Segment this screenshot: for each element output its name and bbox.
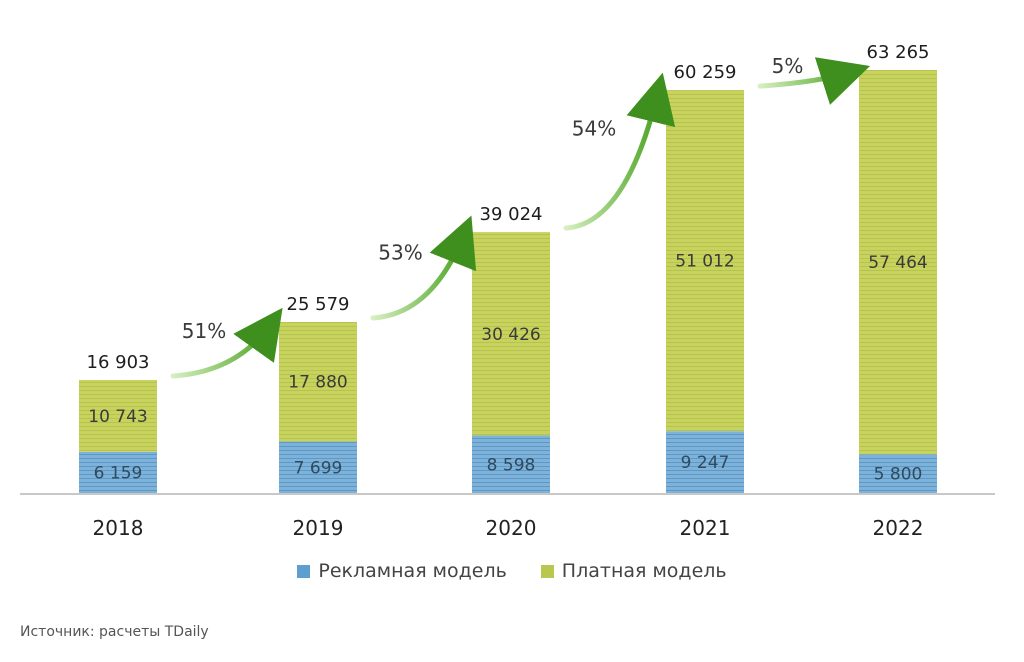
growth-label-4: 5%	[772, 54, 804, 78]
legend-swatch-ad	[297, 564, 311, 578]
total-label-2022: 63 265	[867, 42, 930, 63]
data-label-ad-2021: 9 247	[681, 453, 730, 473]
legend-label-ad: Рекламная модель	[318, 560, 507, 582]
x-tick-label-2021: 2021	[680, 516, 731, 540]
growth-arrow-2	[370, 215, 477, 321]
bar-segment-paid-2020	[472, 232, 550, 436]
data-label-ad-2022: 5 800	[874, 465, 923, 485]
legend-swatch-paid	[540, 564, 554, 578]
total-label-2018: 16 903	[87, 352, 150, 373]
data-label-ad-2019: 7 699	[294, 458, 343, 478]
x-tick-label-2019: 2019	[293, 516, 344, 540]
data-label-paid-2019: 17 880	[288, 373, 347, 393]
bar-segment-ad-2018	[79, 451, 157, 493]
data-label-ad-2020: 8 598	[487, 455, 536, 475]
x-tick-label-2020: 2020	[486, 516, 537, 540]
bar-segment-ad-2022	[859, 454, 937, 493]
total-label-2020: 39 024	[480, 204, 543, 225]
data-label-ad-2018: 6 159	[94, 463, 143, 483]
growth-label-2: 53%	[378, 240, 422, 264]
growth-arrows-layer: 51% 53% 54% 5%	[170, 54, 871, 379]
bar-segment-paid-2022	[859, 70, 937, 455]
growth-label-1: 51%	[182, 319, 226, 343]
bar-segment-paid-2019	[279, 321, 357, 442]
x-tick-label-2018: 2018	[93, 516, 144, 540]
legend-label-paid: Платная модель	[561, 560, 727, 582]
source-note: Источник: расчеты TDaily	[20, 624, 209, 640]
bar-segment-paid-2021	[666, 90, 744, 432]
growth-arrow-1	[170, 307, 283, 379]
total-label-2021: 60 259	[674, 62, 737, 83]
bar-segment-paid-2018	[79, 379, 157, 452]
legend-item-ad: Рекламная модель	[297, 560, 507, 582]
bar-segment-ad-2021	[666, 431, 744, 493]
growth-arrow-4	[757, 57, 871, 105]
data-label-paid-2020: 30 426	[481, 325, 540, 345]
stacked-bar-chart: 6 159 10 743 16 903 2018 7 699 17 880 25 579 20…	[20, 42, 995, 540]
x-tick-label-2022: 2022	[873, 516, 924, 540]
total-label-2019: 25 579	[287, 294, 350, 315]
data-label-paid-2021: 51 012	[675, 252, 734, 272]
data-label-paid-2022: 57 464	[868, 253, 927, 273]
data-label-paid-2018: 10 743	[88, 407, 147, 427]
bar-segment-ad-2019	[279, 441, 357, 493]
growth-arrow-3	[563, 72, 676, 231]
growth-label-3: 54%	[572, 117, 616, 141]
legend: Рекламная модель Платная модель	[0, 560, 1024, 582]
bars-layer	[79, 70, 937, 493]
labels-layer: 6 159 10 743 16 903 2018 7 699 17 880 25 579 20…	[87, 42, 930, 540]
legend-item-paid: Платная модель	[540, 560, 727, 582]
bar-segment-ad-2020	[472, 435, 550, 493]
